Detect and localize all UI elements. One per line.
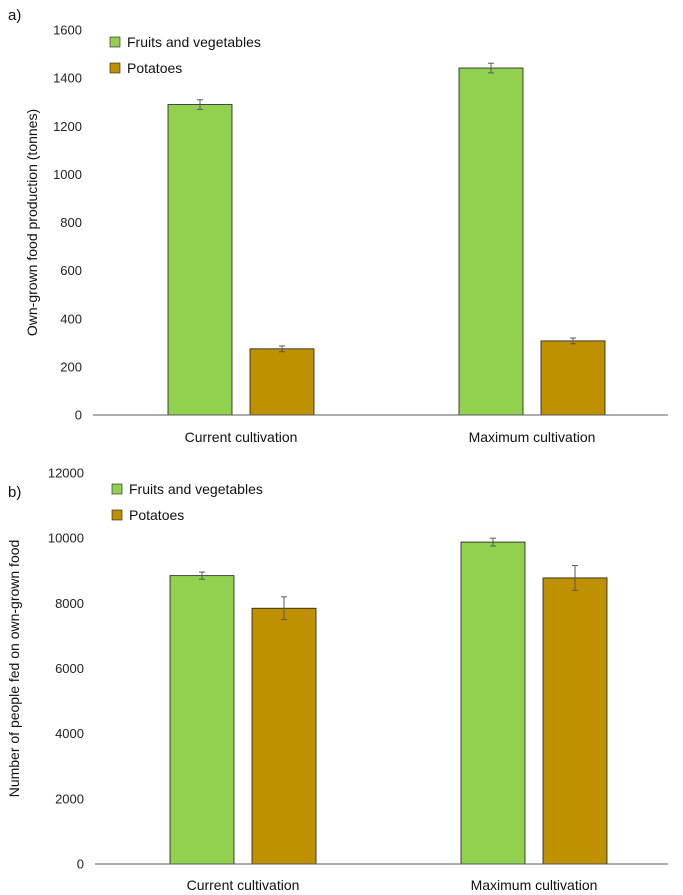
x-category-label: Current cultivation: [185, 429, 298, 445]
bar-potatoes-current: [249, 348, 315, 416]
y-tick-label: 2000: [55, 791, 84, 806]
bar-potatoes-maximum: [542, 577, 608, 865]
legend-swatch-fruits-vegetables: [109, 36, 121, 48]
y-axis-label: Number of people fed on own-grown food: [6, 540, 22, 798]
bar-fruits-vegetables-current: [169, 575, 235, 865]
bar-fruits-vegetables-maximum: [458, 67, 524, 416]
y-tick-label: 200: [60, 359, 82, 374]
y-tick-label: 12000: [48, 466, 84, 481]
y-tick-label: 800: [60, 215, 82, 230]
panel-b-label: b): [8, 484, 21, 501]
y-tick-label: 1400: [53, 71, 82, 86]
y-tick-label: 10000: [48, 531, 84, 546]
x-category-label: Current cultivation: [187, 877, 300, 893]
y-tick-label: 0: [75, 408, 82, 423]
x-category-label: Maximum cultivation: [471, 877, 598, 893]
legend-label-fruits-vegetables: Fruits and vegetables: [129, 481, 263, 497]
bar-fruits-vegetables-current: [167, 104, 233, 416]
y-tick-label: 600: [60, 263, 82, 278]
y-tick-label: 1200: [53, 119, 82, 134]
legend-swatch-potatoes: [109, 62, 121, 74]
legend-swatch-potatoes: [111, 509, 123, 521]
panel-a-label: a): [8, 7, 21, 24]
y-axis-label: Own-grown food production (tonnes): [24, 109, 40, 336]
legend-label-fruits-vegetables: Fruits and vegetables: [127, 34, 261, 50]
y-tick-label: 1000: [53, 167, 82, 182]
y-tick-label: 6000: [55, 661, 84, 676]
bar-potatoes-current: [251, 607, 317, 865]
bar-potatoes-maximum: [540, 340, 606, 416]
legend-label-potatoes: Potatoes: [127, 60, 182, 76]
legend-label-potatoes: Potatoes: [129, 507, 184, 523]
y-tick-label: 0: [77, 857, 84, 872]
bar-fruits-vegetables-maximum: [460, 541, 526, 865]
x-category-label: Maximum cultivation: [469, 429, 596, 445]
y-tick-label: 1600: [53, 23, 82, 38]
y-tick-label: 8000: [55, 596, 84, 611]
legend-swatch-fruits-vegetables: [111, 483, 123, 495]
y-tick-label: 4000: [55, 726, 84, 741]
y-tick-label: 400: [60, 311, 82, 326]
